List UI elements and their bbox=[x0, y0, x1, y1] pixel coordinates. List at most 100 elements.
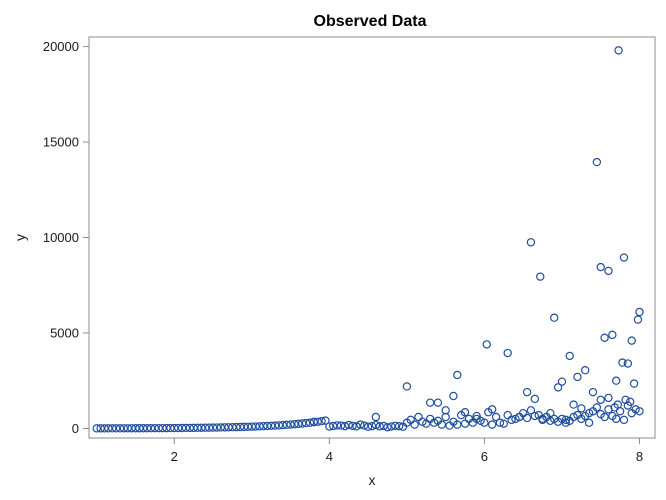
data-point bbox=[487, 420, 497, 429]
data-point bbox=[608, 330, 617, 340]
data-point bbox=[569, 412, 578, 422]
data-point bbox=[600, 333, 609, 342]
data-point bbox=[383, 423, 392, 432]
data-point bbox=[460, 408, 470, 417]
data-point bbox=[499, 419, 509, 428]
data-point bbox=[433, 398, 443, 407]
data-point bbox=[614, 46, 623, 55]
data-point bbox=[352, 422, 361, 431]
chart-title: Observed Data bbox=[314, 13, 427, 30]
data-point bbox=[503, 410, 512, 420]
data-point bbox=[487, 405, 497, 414]
data-point bbox=[305, 418, 315, 427]
data-point bbox=[621, 395, 630, 405]
data-point bbox=[592, 157, 602, 167]
data-point bbox=[623, 359, 633, 368]
data-point bbox=[482, 340, 491, 349]
data-point bbox=[553, 383, 563, 392]
data-point bbox=[491, 412, 501, 422]
data-point bbox=[625, 397, 635, 406]
data-point bbox=[584, 408, 594, 418]
data-point bbox=[313, 417, 322, 426]
data-point bbox=[629, 379, 639, 388]
data-point bbox=[546, 408, 555, 418]
x-axis: 2 4 6 8 bbox=[171, 438, 643, 464]
data-point bbox=[437, 420, 446, 429]
data-point bbox=[375, 422, 384, 431]
y-tick-label: 20000 bbox=[43, 39, 79, 54]
data-point bbox=[294, 419, 303, 429]
y-tick-label: 15000 bbox=[43, 135, 79, 150]
data-point bbox=[522, 413, 532, 423]
data-point bbox=[356, 420, 365, 429]
data-point bbox=[613, 400, 622, 409]
y-tick-label: 0 bbox=[72, 421, 79, 436]
data-point bbox=[301, 418, 311, 428]
data-point bbox=[511, 414, 520, 424]
data-point bbox=[321, 416, 330, 425]
x-axis-label: x bbox=[369, 472, 376, 488]
data-point bbox=[573, 372, 582, 382]
plot-frame bbox=[88, 36, 656, 439]
data-point bbox=[565, 351, 574, 361]
data-point bbox=[577, 404, 586, 413]
data-point bbox=[363, 422, 373, 431]
data-point bbox=[600, 412, 609, 422]
x-tick-label: 6 bbox=[481, 449, 488, 464]
data-point bbox=[453, 370, 462, 380]
data-point bbox=[536, 272, 545, 281]
data-point bbox=[325, 422, 334, 431]
data-point bbox=[472, 414, 481, 424]
data-point bbox=[425, 398, 435, 407]
data-point bbox=[332, 421, 342, 430]
data-point bbox=[584, 418, 594, 427]
data-point bbox=[414, 412, 423, 422]
data-point bbox=[612, 414, 621, 424]
data-point bbox=[476, 416, 485, 426]
data-point bbox=[290, 420, 299, 429]
data-point bbox=[418, 417, 427, 426]
data-point bbox=[635, 307, 644, 317]
data-point bbox=[530, 411, 540, 421]
data-point bbox=[480, 418, 489, 427]
data-point bbox=[619, 253, 629, 262]
data-point bbox=[557, 377, 567, 386]
data-point bbox=[581, 366, 590, 375]
data-point bbox=[604, 393, 613, 403]
data-point bbox=[453, 420, 462, 429]
data-point bbox=[298, 419, 307, 428]
data-point bbox=[429, 418, 439, 427]
data-point bbox=[633, 315, 643, 324]
data-point bbox=[309, 417, 319, 426]
data-point bbox=[550, 313, 559, 322]
data-point bbox=[371, 420, 381, 430]
y-axis-label: y bbox=[12, 234, 28, 241]
data-point bbox=[410, 420, 419, 429]
data-point bbox=[460, 419, 470, 428]
y-axis: 0 5000 10000 15000 20000 bbox=[43, 39, 89, 436]
data-point bbox=[592, 403, 602, 412]
data-point bbox=[515, 412, 524, 422]
data-point bbox=[441, 406, 450, 415]
data-point bbox=[344, 420, 353, 430]
y-tick-label: 10000 bbox=[43, 230, 79, 245]
data-point bbox=[596, 395, 605, 405]
data-point bbox=[619, 415, 629, 425]
data-point bbox=[631, 405, 640, 414]
data-point bbox=[530, 394, 540, 404]
data-point bbox=[526, 406, 536, 415]
data-point bbox=[569, 400, 578, 409]
data-point bbox=[391, 421, 400, 430]
data-point bbox=[612, 376, 621, 385]
data-point bbox=[503, 348, 512, 358]
data-point bbox=[627, 336, 636, 345]
data-point bbox=[561, 418, 571, 427]
data-point bbox=[522, 387, 532, 397]
data-point bbox=[635, 407, 644, 416]
data-point bbox=[618, 358, 627, 367]
data-point bbox=[402, 382, 412, 391]
data-point bbox=[371, 412, 381, 422]
data-point bbox=[394, 421, 404, 431]
